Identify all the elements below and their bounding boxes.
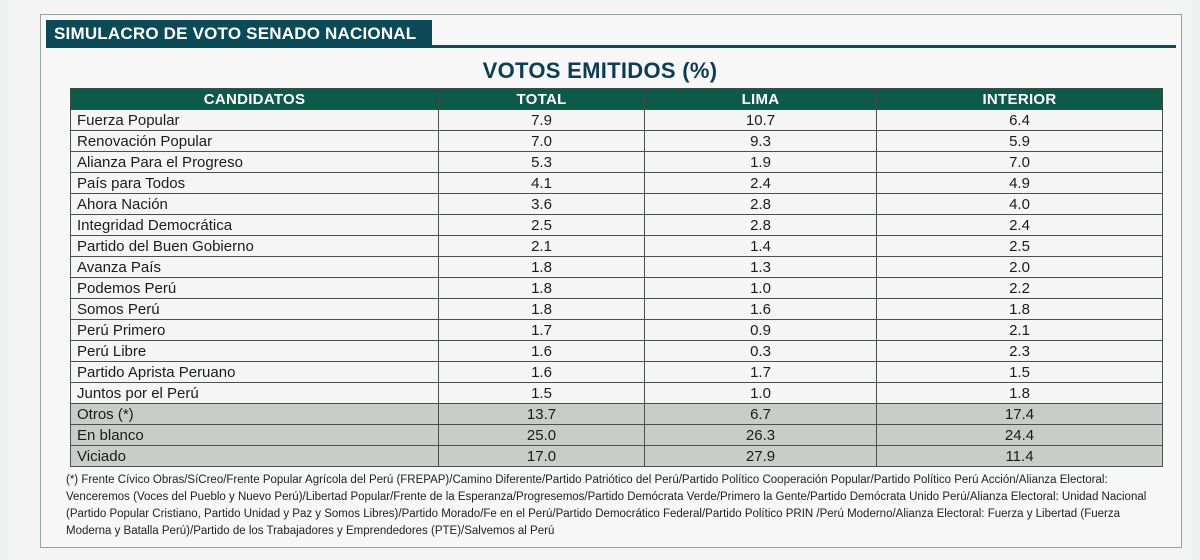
- table-row: Perú Libre 1.6 0.3 2.3: [70, 340, 1163, 362]
- results-table: CANDIDATOS TOTAL LIMA INTERIOR Fuerza Po…: [70, 88, 1163, 467]
- interior-value-cell: 11.4: [876, 445, 1163, 467]
- table-row: Viciado 17.0 27.9 11.4: [70, 445, 1163, 467]
- lima-value-cell: 1.4: [644, 235, 877, 257]
- candidate-name-cell: Partido del Buen Gobierno: [70, 235, 439, 257]
- column-header-lima: LIMA: [644, 88, 877, 110]
- total-value-cell: 17.0: [438, 445, 645, 467]
- lima-value-cell: 1.0: [644, 277, 877, 299]
- total-value-cell: 5.3: [438, 151, 645, 173]
- table-row: Somos Perú 1.8 1.6 1.8: [70, 298, 1163, 320]
- interior-value-cell: 6.4: [876, 109, 1163, 131]
- interior-value-cell: 7.0: [876, 151, 1163, 173]
- lima-value-cell: 9.3: [644, 130, 877, 152]
- table-row: Perú Primero 1.7 0.9 2.1: [70, 319, 1163, 341]
- interior-value-cell: 5.9: [876, 130, 1163, 152]
- table-row: País para Todos 4.1 2.4 4.9: [70, 172, 1163, 194]
- column-header-candidatos: CANDIDATOS: [70, 88, 439, 110]
- interior-value-cell: 1.5: [876, 361, 1163, 383]
- table-row: Integridad Democrática 2.5 2.8 2.4: [70, 214, 1163, 236]
- total-value-cell: 25.0: [438, 424, 645, 446]
- lima-value-cell: 1.3: [644, 256, 877, 278]
- candidate-name-cell: Perú Primero: [70, 319, 439, 341]
- total-value-cell: 1.6: [438, 361, 645, 383]
- candidate-name-cell: Juntos por el Perú: [70, 382, 439, 404]
- total-value-cell: 2.1: [438, 235, 645, 257]
- total-value-cell: 1.8: [438, 277, 645, 299]
- lima-value-cell: 0.3: [644, 340, 877, 362]
- lima-value-cell: 26.3: [644, 424, 877, 446]
- lima-value-cell: 1.9: [644, 151, 877, 173]
- interior-value-cell: 1.8: [876, 298, 1163, 320]
- table-body: Fuerza Popular 7.9 10.7 6.4 Renovación Popul…: [70, 109, 1163, 467]
- candidate-name-cell: Perú Libre: [70, 340, 439, 362]
- candidate-name-cell: Integridad Democrática: [70, 214, 439, 236]
- lima-value-cell: 1.0: [644, 382, 877, 404]
- candidate-name-cell: Otros (*): [70, 403, 439, 425]
- table-row: Alianza Para el Progreso 5.3 1.9 7.0: [70, 151, 1163, 173]
- total-value-cell: 1.5: [438, 382, 645, 404]
- interior-value-cell: 1.8: [876, 382, 1163, 404]
- table-row: Fuerza Popular 7.9 10.7 6.4: [70, 109, 1163, 131]
- interior-value-cell: 2.2: [876, 277, 1163, 299]
- lima-value-cell: 0.9: [644, 319, 877, 341]
- lima-value-cell: 2.8: [644, 214, 877, 236]
- lima-value-cell: 27.9: [644, 445, 877, 467]
- total-value-cell: 7.0: [438, 130, 645, 152]
- table-row: Juntos por el Perú 1.5 1.0 1.8: [70, 382, 1163, 404]
- section-banner: SIMULACRO DE VOTO SENADO NACIONAL: [46, 20, 432, 48]
- candidate-name-cell: Avanza País: [70, 256, 439, 278]
- total-value-cell: 1.6: [438, 340, 645, 362]
- footnote: (*) Frente Cívico Obras/SíCreo/Frente Po…: [66, 474, 1147, 537]
- candidate-name-cell: Somos Perú: [70, 298, 439, 320]
- newspaper-page: SIMULACRO DE VOTO SENADO NACIONAL VOTOS …: [8, 0, 1192, 560]
- lima-value-cell: 6.7: [644, 403, 877, 425]
- total-value-cell: 1.8: [438, 298, 645, 320]
- column-header-interior: INTERIOR: [876, 88, 1163, 110]
- table-row: Avanza País 1.8 1.3 2.0: [70, 256, 1163, 278]
- interior-value-cell: 4.9: [876, 172, 1163, 194]
- interior-value-cell: 2.3: [876, 340, 1163, 362]
- candidate-name-cell: Viciado: [70, 445, 439, 467]
- interior-value-cell: 2.1: [876, 319, 1163, 341]
- candidate-name-cell: País para Todos: [70, 172, 439, 194]
- table-row: Ahora Nación 3.6 2.8 4.0: [70, 193, 1163, 215]
- table-title: VOTOS EMITIDOS (%): [482, 58, 718, 83]
- candidate-name-cell: En blanco: [70, 424, 439, 446]
- table-row: Podemos Perú 1.8 1.0 2.2: [70, 277, 1163, 299]
- interior-value-cell: 17.4: [876, 403, 1163, 425]
- total-value-cell: 1.8: [438, 256, 645, 278]
- table-row: Partido Aprista Peruano 1.6 1.7 1.5: [70, 361, 1163, 383]
- header-row: CANDIDATOS TOTAL LIMA INTERIOR: [70, 88, 1163, 110]
- lima-value-cell: 1.7: [644, 361, 877, 383]
- candidate-name-cell: Podemos Perú: [70, 277, 439, 299]
- total-value-cell: 7.9: [438, 109, 645, 131]
- candidate-name-cell: Fuerza Popular: [70, 109, 439, 131]
- total-value-cell: 4.1: [438, 172, 645, 194]
- total-value-cell: 3.6: [438, 193, 645, 215]
- total-value-cell: 1.7: [438, 319, 645, 341]
- total-value-cell: 13.7: [438, 403, 645, 425]
- lima-value-cell: 10.7: [644, 109, 877, 131]
- table-row: Otros (*) 13.7 6.7 17.4: [70, 403, 1163, 425]
- candidate-name-cell: Alianza Para el Progreso: [70, 151, 439, 173]
- candidate-name-cell: Ahora Nación: [70, 193, 439, 215]
- interior-value-cell: 24.4: [876, 424, 1163, 446]
- table-row: Partido del Buen Gobierno 2.1 1.4 2.5: [70, 235, 1163, 257]
- lima-value-cell: 1.6: [644, 298, 877, 320]
- total-value-cell: 2.5: [438, 214, 645, 236]
- column-header-total: TOTAL: [438, 88, 645, 110]
- interior-value-cell: 2.4: [876, 214, 1163, 236]
- interior-value-cell: 2.0: [876, 256, 1163, 278]
- table-row: En blanco 25.0 26.3 24.4: [70, 424, 1163, 446]
- banner-rule: [432, 45, 1176, 48]
- candidate-name-cell: Renovación Popular: [70, 130, 439, 152]
- lima-value-cell: 2.8: [644, 193, 877, 215]
- interior-value-cell: 2.5: [876, 235, 1163, 257]
- candidate-name-cell: Partido Aprista Peruano: [70, 361, 439, 383]
- lima-value-cell: 2.4: [644, 172, 877, 194]
- interior-value-cell: 4.0: [876, 193, 1163, 215]
- table-row: Renovación Popular 7.0 9.3 5.9: [70, 130, 1163, 152]
